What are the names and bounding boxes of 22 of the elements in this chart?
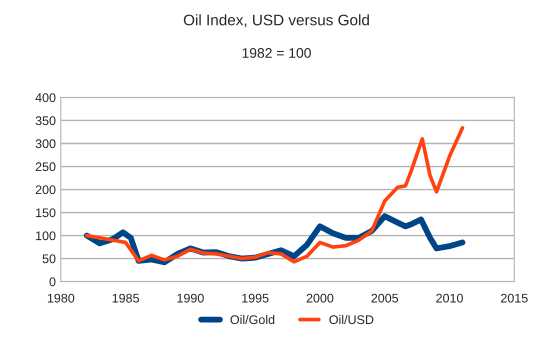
chart-title: Oil Index, USD versus Gold xyxy=(184,14,369,28)
y-tick-label: 250 xyxy=(36,162,56,172)
x-tick-label: 2015 xyxy=(501,294,528,303)
y-tick-label: 400 xyxy=(35,93,56,102)
x-tick-label: 1985 xyxy=(112,294,139,303)
x-tick-label: 1995 xyxy=(242,294,269,303)
line-series xyxy=(84,126,464,264)
y-tick-label: 200 xyxy=(36,185,56,194)
y-tick-label: 0 xyxy=(50,277,56,286)
legend-label: Oil/USD xyxy=(329,314,374,324)
x-tick-label: 1990 xyxy=(177,294,204,303)
x-tick-label: 1980 xyxy=(48,294,74,303)
y-tick-label: 350 xyxy=(36,116,56,126)
x-tick-label: 2010 xyxy=(436,294,463,303)
chart-subtitle: 1982 = 100 xyxy=(242,48,311,58)
x-tick-label: 2005 xyxy=(371,294,398,303)
y-tick-label: 300 xyxy=(36,139,56,148)
y-tick-label: 100 xyxy=(36,231,56,240)
legend-label: Oil/Gold xyxy=(230,314,274,324)
x-tick-label: 2000 xyxy=(306,294,334,303)
y-tick-label: 50 xyxy=(42,254,56,264)
y-tick-label: 150 xyxy=(36,208,56,218)
